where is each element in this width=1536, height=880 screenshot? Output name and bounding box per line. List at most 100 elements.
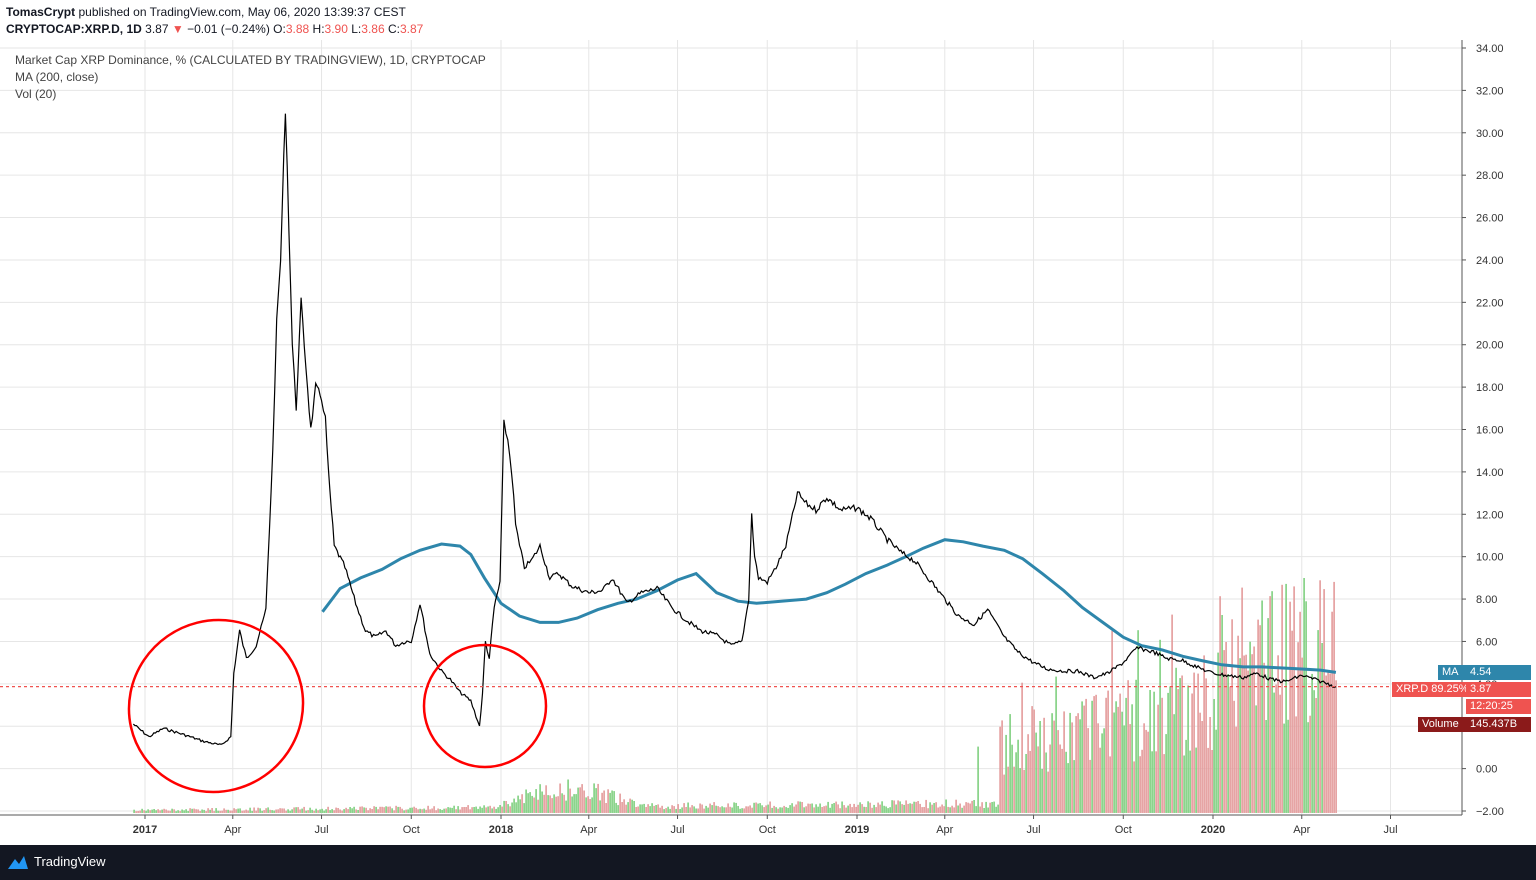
volume-bar (1149, 690, 1151, 813)
volume-bar (1245, 654, 1247, 813)
volume-bar (705, 805, 707, 813)
volume-bar (1123, 725, 1125, 813)
volume-bar (859, 802, 861, 813)
volume-bar (285, 810, 287, 813)
x-tick-label: 2020 (1201, 824, 1225, 836)
x-tick-label: Jul (315, 824, 329, 836)
volume-bar (879, 804, 881, 813)
open-label: O: (273, 22, 286, 36)
volume-bar (323, 810, 325, 813)
volume-bar (1271, 591, 1273, 813)
volume-bar (333, 810, 335, 813)
volume-bar (965, 802, 967, 813)
volume-bar (453, 805, 455, 813)
volume-bar (359, 806, 361, 813)
volume-bar (1169, 686, 1171, 813)
volume-bar (319, 809, 321, 813)
volume-bar (425, 809, 427, 813)
volume-bar (289, 810, 291, 813)
volume-bar (1235, 726, 1237, 813)
volume-bar (1189, 750, 1191, 813)
volume-bar (737, 806, 739, 813)
volume-bar (1179, 678, 1181, 813)
volume-bar (1069, 712, 1071, 813)
volume-bar (791, 803, 793, 813)
volume-bar (1021, 682, 1023, 813)
volume-bar (815, 804, 817, 813)
legend-ma[interactable]: MA (200, close) (15, 70, 99, 84)
volume-bar (1143, 723, 1145, 813)
volume-bar (755, 802, 757, 813)
volume-bar (1249, 641, 1251, 813)
volume-bar (991, 802, 993, 813)
volume-bar (477, 808, 479, 813)
volume-bar (347, 809, 349, 813)
volume-bar (399, 806, 401, 813)
publisher-name[interactable]: TomasCrypt (6, 5, 76, 19)
volume-bar (1333, 581, 1335, 813)
volume-bar (223, 808, 225, 813)
volume-bar (903, 804, 905, 813)
volume-bar (181, 809, 183, 813)
volume-bar (1187, 685, 1189, 813)
volume-bar (531, 795, 533, 813)
volume-bar (865, 807, 867, 813)
y-tick-label: 18.00 (1476, 382, 1504, 394)
volume-bar (159, 810, 161, 813)
volume-bar (709, 803, 711, 813)
volume-bar (853, 803, 855, 813)
volume-bar (1063, 711, 1065, 813)
volume-bar (1109, 756, 1111, 813)
volume-bar (837, 804, 839, 813)
legend-title[interactable]: Market Cap XRP Dominance, % (CALCULATED … (15, 53, 486, 67)
volume-bar (361, 806, 363, 813)
volume-bar (267, 807, 269, 813)
legend-vol[interactable]: Vol (20) (15, 87, 57, 101)
volume-bar (197, 809, 199, 813)
volume-bar (1059, 744, 1061, 813)
symbol-name[interactable]: CRYPTOCAP:XRP.D, 1D (6, 22, 142, 36)
volume-bar (1017, 739, 1019, 813)
price-chart[interactable]: 34.00 32.00 30.00 28.00 26.00 24.00 22.00 20.00… (0, 40, 1536, 845)
volume-bar (1233, 700, 1235, 813)
volume-bar (621, 802, 623, 813)
volume-bar (795, 804, 797, 813)
volume-bar (961, 807, 963, 813)
volume-bar (855, 806, 857, 813)
volume-bar (721, 806, 723, 813)
volume-bar (439, 809, 441, 813)
chart-area[interactable]: 34.00 32.00 30.00 28.00 26.00 24.00 22.00 20.00… (0, 40, 1536, 845)
volume-bar (381, 806, 383, 813)
volume-bar (1199, 712, 1201, 813)
volume-bar (311, 809, 313, 813)
high-value: 3.90 (324, 22, 348, 36)
volume-bar (979, 806, 981, 813)
volume-bar (421, 809, 423, 813)
volume-bar (345, 807, 347, 813)
chart-legend: Market Cap XRP Dominance, % (CALCULATED … (15, 52, 486, 103)
volume-bar (445, 808, 447, 813)
volume-bar (1207, 747, 1209, 813)
volume-bar (639, 804, 641, 813)
volume-bar (229, 810, 231, 813)
volume-bar (409, 807, 411, 813)
volume-bar (1041, 768, 1043, 813)
volume-bar (517, 795, 519, 813)
volume-bar (241, 810, 243, 813)
volume-bar (1111, 630, 1113, 813)
x-tick-label: 2018 (489, 824, 513, 836)
volume-bar (547, 795, 549, 813)
y-tick-label: 10.00 (1476, 552, 1504, 564)
volume-bar (569, 788, 571, 813)
volume-bar (1193, 672, 1195, 813)
tradingview-logo-icon[interactable] (7, 853, 29, 871)
volume-bar (1091, 700, 1093, 813)
footer-brand[interactable]: TradingView (34, 854, 106, 869)
volume-bar (237, 808, 239, 813)
time-axis[interactable]: 2017 Apr Jul Oct 2018 Apr Jul Oct 2019 Apr Jul Oct 2… (0, 814, 1536, 845)
volume-bar (1087, 728, 1089, 813)
volume-bar (1129, 724, 1131, 813)
volume-bar (455, 809, 457, 813)
x-tick-label: Jul (1383, 824, 1397, 836)
volume-bar (1273, 692, 1275, 813)
